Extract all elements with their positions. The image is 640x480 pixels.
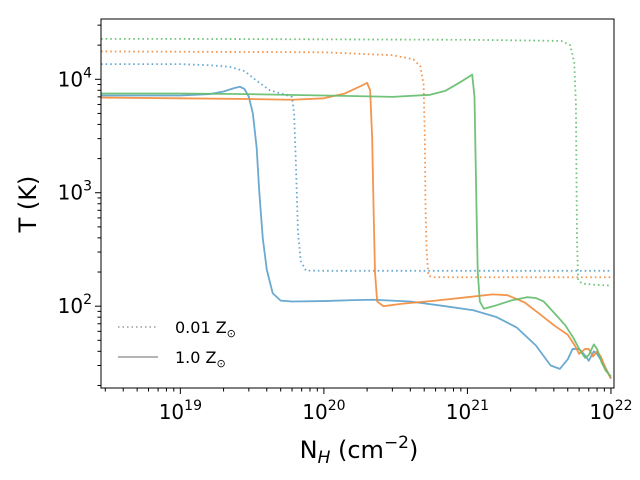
x-axis-label-main: N [300,436,318,464]
x-tick-label-0: 1019 [159,398,202,424]
x-tick-label-1: 1020 [302,398,345,424]
series-line-4 [101,81,612,380]
series-line-1 [101,50,611,279]
y-axis-label: T (K) [14,176,42,234]
x-axis-label-unit-open: (cm [330,436,384,464]
ticks-group: 1019 1020 1021 1022 102 103 104 [58,24,633,424]
y-tick-label-1: 103 [58,179,92,205]
legend-label-dotted: 0.01 Z⊙ [175,318,236,340]
x-tick-label-2: 1021 [446,398,489,424]
x-axis-label-unit-sup: −2 [384,433,409,453]
x-axis-label: NH (cm−2) [300,433,419,468]
series-group [101,38,612,380]
legend-label-solid: 1.0 Z⊙ [175,348,226,370]
y-tick-label-0: 102 [58,292,92,318]
x-tick-label-3: 1022 [589,398,632,424]
series-line-5 [101,73,612,378]
x-axis-label-sub: H [318,448,331,468]
y-tick-label-2: 104 [58,65,92,91]
x-axis-label-unit-close: ) [409,436,418,464]
legend: 0.01 Z⊙ 1.0 Z⊙ [118,318,236,370]
series-line-0 [101,63,611,272]
